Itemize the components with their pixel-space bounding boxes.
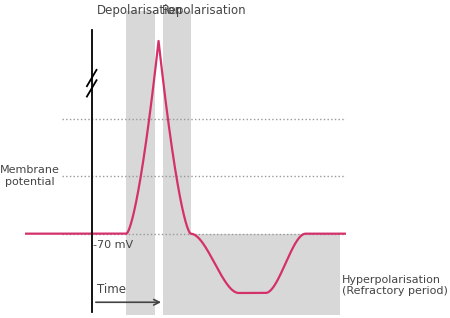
Text: Hyperpolarisation
(Refractory period): Hyperpolarisation (Refractory period)	[342, 275, 448, 296]
Text: -70 mV: -70 mV	[93, 240, 133, 250]
Text: Time: Time	[97, 283, 126, 296]
Text: Membrane
potential: Membrane potential	[0, 165, 60, 187]
Text: Depolarisation: Depolarisation	[97, 4, 183, 17]
Text: Repolarisation: Repolarisation	[162, 4, 246, 17]
Bar	[162, 11, 191, 315]
Bar	[126, 11, 154, 315]
Bar	[191, 234, 340, 315]
